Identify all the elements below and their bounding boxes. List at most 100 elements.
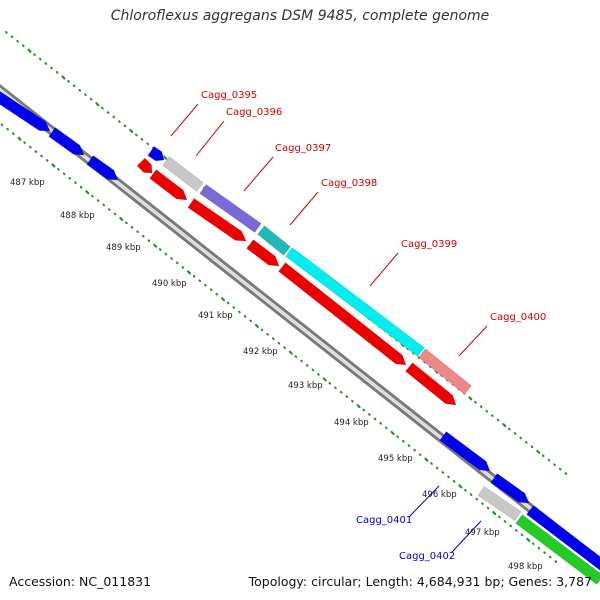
tick-mark: [72, 84, 76, 88]
tick-mark: [118, 120, 121, 123]
tick-mark: [254, 323, 259, 328]
scale-label: 492 kbp: [243, 347, 278, 357]
tick-mark: [158, 248, 162, 251]
tick-mark: [300, 359, 303, 363]
tick-mark: [537, 546, 541, 550]
gene-arrow: [136, 157, 153, 174]
tick-mark: [424, 457, 429, 462]
tick-mark: [536, 449, 541, 454]
gene-arrow: [278, 262, 407, 366]
tick-mark: [21, 44, 25, 48]
gene-arrow: [147, 146, 165, 162]
tick-mark: [11, 132, 15, 136]
tick-mark: [418, 453, 422, 456]
tick-mark: [564, 472, 568, 475]
tick-mark: [339, 390, 343, 394]
tick-mark: [220, 297, 225, 302]
gene-label: Cagg_0399: [401, 239, 457, 250]
gene-label: Cagg_0402: [399, 551, 455, 562]
label-leader-line: [170, 103, 199, 137]
label-leader-line: [369, 252, 399, 287]
gene-label: Cagg_0400: [490, 312, 546, 323]
tick-mark: [146, 142, 149, 146]
tick-mark: [187, 270, 192, 275]
tick-mark: [475, 497, 479, 501]
tick-mark: [288, 350, 293, 355]
tick-mark: [513, 432, 517, 435]
tick-mark: [238, 310, 241, 314]
tick-mark: [384, 426, 388, 430]
tick-mark: [474, 400, 477, 404]
tick-mark: [441, 471, 445, 474]
tick-mark: [345, 395, 349, 399]
tick-mark: [17, 136, 22, 141]
tick-mark: [554, 560, 558, 563]
tick-mark: [492, 511, 497, 516]
tick-mark: [140, 137, 144, 141]
tick-mark: [452, 480, 456, 483]
gene-arrow: [187, 198, 247, 242]
scale-label: 495 kbp: [378, 454, 413, 464]
scale-label: 488 kbp: [60, 211, 95, 221]
gene-label: Cagg_0395: [201, 90, 257, 101]
tick-mark: [379, 422, 382, 425]
tick-mark: [486, 506, 490, 510]
tick-mark: [373, 417, 377, 421]
tick-mark: [543, 551, 546, 554]
tick-mark: [129, 128, 134, 134]
tick-mark: [294, 355, 298, 358]
label-leader-line: [243, 156, 274, 192]
tick-mark: [57, 168, 60, 171]
tick-mark: [119, 216, 124, 222]
tick-mark: [502, 423, 507, 428]
tick-mark: [108, 208, 111, 211]
tick-mark: [496, 418, 500, 422]
gene-arrow: [285, 247, 425, 357]
gene-arrow: [199, 184, 262, 233]
scale-labels: 487 kbp 488 kbp 489 kbp 490 kbp 491 kbp 492 k…: [10, 178, 543, 572]
tick-mark: [548, 555, 552, 559]
tick-mark: [198, 279, 202, 283]
tick-mark: [479, 405, 483, 409]
tick-mark: [123, 124, 127, 128]
tick-mark: [430, 462, 433, 465]
tick-mark: [232, 306, 236, 309]
tick-mark: [553, 463, 556, 466]
gene-features: [0, 91, 600, 585]
label-leader-line: [408, 485, 440, 518]
tick-mark: [514, 529, 518, 532]
scale-label: 497 kbp: [465, 528, 500, 538]
tick-mark: [447, 475, 450, 479]
tick-mark: [153, 243, 158, 248]
tick-mark: [407, 444, 411, 448]
tick-mark: [10, 35, 14, 39]
tick-mark: [164, 252, 168, 256]
tick-mark: [181, 266, 185, 269]
tick-mark: [0, 123, 4, 127]
gene-arrow: [162, 156, 204, 192]
genome-summary-text: Topology: circular; Length: 4,684,931 bp…: [248, 574, 592, 589]
tick-mark: [519, 436, 522, 440]
tick-mark: [417, 356, 421, 360]
tick-mark: [79, 185, 83, 189]
tick-mark: [44, 62, 48, 65]
tick-mark: [147, 239, 151, 243]
tick-mark: [5, 31, 8, 34]
tick-mark: [34, 150, 38, 153]
scale-label: 491 kbp: [198, 311, 233, 321]
gene-arrow: [405, 362, 457, 406]
tick-mark: [249, 319, 252, 323]
tick-mark: [362, 408, 366, 412]
scale-label: 496 kbp: [422, 490, 457, 500]
gene-label: Cagg_0401: [356, 515, 412, 526]
tick-mark: [271, 337, 275, 341]
tick-mark: [435, 466, 439, 470]
tick-mark: [136, 230, 139, 234]
tick-mark: [508, 427, 511, 431]
outer-tick-ring: [5, 31, 568, 475]
tick-mark: [305, 364, 309, 367]
scale-label: 487 kbp: [10, 178, 45, 188]
gene-arrow: [257, 225, 291, 256]
tick-mark: [38, 57, 42, 61]
tick-mark: [74, 181, 77, 185]
